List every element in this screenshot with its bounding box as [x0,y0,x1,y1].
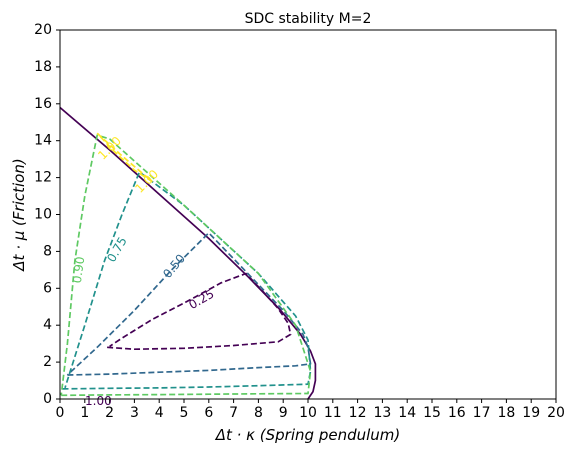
y-tick-label: 18 [34,59,52,75]
y-tick-label: 14 [34,133,52,149]
x-tick-label: 17 [473,405,491,421]
contour-0-25 [107,272,292,351]
x-tick-label: 10 [299,405,317,421]
x-tick-label: 16 [448,405,466,421]
y-tick-label: 4 [43,317,52,333]
contour-0-90 [60,134,312,397]
x-tick-label: 4 [155,405,164,421]
series-layer [60,106,317,399]
x-tick-label: 12 [349,405,367,421]
chart-title: SDC stability M=2 [245,11,372,27]
y-tick-label: 16 [34,96,52,112]
y-tick-label: 12 [34,170,52,186]
x-tick-label: 7 [229,405,238,421]
x-axis: 0 1 2 3 4 5 6 7 8 9 10 11 12 13 14 15 16 17 18 19 20 [56,399,565,421]
x-tick-label: 20 [547,405,565,421]
contour-label-layer: 0.250.500.750.901.001.001.00 [70,134,217,408]
contour-label: 0.90 [70,256,88,284]
x-tick-label: 9 [279,405,288,421]
x-tick-label: 0 [56,405,65,421]
x-tick-label: 11 [324,405,342,421]
y-axis-label: Δt · μ (Friction) [10,158,28,271]
x-tick-label: 1 [80,405,89,421]
y-axis: 0 2 4 6 8 10 12 14 16 18 20 [34,22,60,407]
x-tick-label: 15 [423,405,441,421]
contour-label: 0.75 [104,235,129,265]
contour-label: 0.25 [186,287,216,312]
x-tick-label: 6 [204,405,213,421]
y-tick-label: 10 [34,207,52,223]
x-tick-label: 3 [130,405,139,421]
contour-label: 0.50 [160,251,188,280]
contour-label: 1.00 [85,394,112,408]
y-tick-label: 8 [43,243,52,259]
stability-boundary [60,106,317,399]
x-tick-label: 5 [180,405,189,421]
x-tick-label: 2 [105,405,114,421]
x-tick-label: 19 [522,405,540,421]
x-tick-label: 13 [373,405,391,421]
x-tick-label: 18 [497,405,515,421]
y-tick-label: 6 [43,280,52,296]
contour-1-00 [96,132,153,183]
x-tick-label: 8 [254,405,263,421]
x-tick-label: 14 [398,405,416,421]
y-tick-label: 0 [43,391,52,407]
plot-frame [59,29,557,400]
x-axis-label: Δt · κ (Spring pendulum) [215,426,401,444]
y-tick-label: 2 [43,354,52,370]
contour-0-75 [62,171,312,390]
y-tick-label: 20 [34,22,52,38]
